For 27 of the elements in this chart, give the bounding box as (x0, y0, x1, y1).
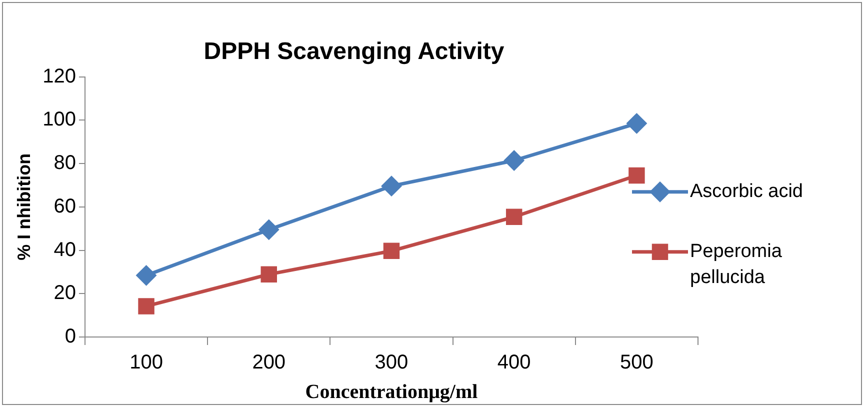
x-tick-label: 200 (252, 352, 286, 374)
y-axis-title: % I nhibition (14, 153, 34, 260)
point (504, 150, 524, 170)
point (259, 220, 279, 240)
x-tick-label: 500 (620, 352, 654, 374)
point (506, 208, 522, 225)
point (382, 176, 402, 196)
x-tick-label: 400 (497, 352, 531, 374)
y-tick-label: 40 (54, 238, 76, 261)
x-tick-label: 100 (130, 352, 163, 374)
point (383, 242, 400, 260)
y-tick-label: 20 (54, 282, 76, 304)
y-tick-label: 60 (54, 195, 76, 218)
y-tick-label: 120 (42, 65, 76, 88)
point (626, 114, 646, 134)
legend-label: Peperomia pellucida (690, 241, 782, 288)
y-tick-label: 80 (54, 152, 76, 174)
y-tick-label: 0 (64, 326, 76, 348)
point (628, 167, 645, 184)
point (260, 266, 277, 282)
legend-label: Ascorbic acid (690, 181, 803, 202)
x-tick-label: 300 (374, 352, 408, 374)
point (136, 266, 156, 286)
chart-title: DPPH Scavenging Activity (204, 38, 505, 66)
y-tick-label: 100 (42, 108, 76, 131)
x-axis-title: Concentrationμg/ml (305, 381, 478, 404)
point (138, 298, 154, 314)
